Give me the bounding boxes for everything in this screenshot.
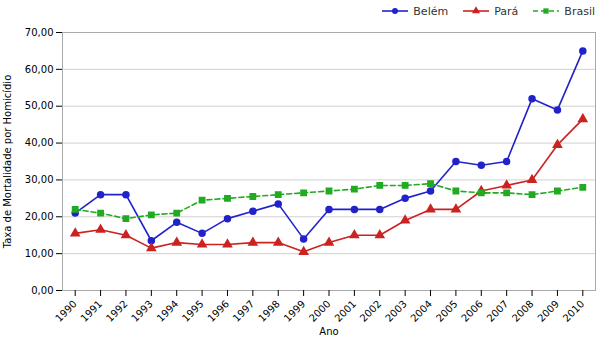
- svg-text:2009: 2009: [535, 298, 561, 324]
- svg-text:1996: 1996: [205, 298, 231, 324]
- svg-text:1992: 1992: [104, 298, 130, 324]
- svg-text:2005: 2005: [434, 298, 460, 324]
- svg-text:2006: 2006: [459, 298, 485, 324]
- svg-text:10,00: 10,00: [25, 248, 54, 259]
- svg-text:2008: 2008: [510, 298, 536, 324]
- svg-text:2007: 2007: [485, 298, 511, 324]
- svg-text:1997: 1997: [231, 298, 257, 324]
- svg-text:1999: 1999: [282, 298, 308, 324]
- svg-text:30,00: 30,00: [25, 174, 54, 185]
- svg-text:Taxa de Mortalidade por Homicí: Taxa de Mortalidade por Homicídio: [2, 75, 13, 250]
- svg-text:70,00: 70,00: [25, 27, 54, 38]
- svg-text:1994: 1994: [155, 298, 181, 324]
- svg-text:1991: 1991: [78, 298, 104, 324]
- html-text:Pará: Pará: [494, 4, 519, 18]
- svg-text:1998: 1998: [256, 298, 282, 324]
- svg-text:2001: 2001: [332, 298, 358, 324]
- svg-text:20,00: 20,00: [25, 211, 54, 222]
- svg-text:40,00: 40,00: [25, 137, 54, 148]
- html-text:Belém: Belém: [413, 4, 449, 18]
- svg-text:2000: 2000: [307, 298, 333, 324]
- svg-text:2003: 2003: [383, 298, 409, 324]
- svg-text:50,00: 50,00: [25, 100, 54, 111]
- svg-text:2004: 2004: [408, 298, 434, 324]
- svg-text:1993: 1993: [129, 298, 155, 324]
- svg-text:1995: 1995: [180, 298, 206, 324]
- svg-text:2002: 2002: [358, 298, 384, 324]
- svg-text:0,00: 0,00: [31, 285, 53, 296]
- svg-text:60,00: 60,00: [25, 64, 54, 75]
- html-text:Brasil: Brasil: [564, 4, 595, 18]
- svg-text:Ano: Ano: [319, 326, 338, 337]
- svg-text:1990: 1990: [53, 298, 79, 324]
- svg-text:2010: 2010: [561, 298, 587, 324]
